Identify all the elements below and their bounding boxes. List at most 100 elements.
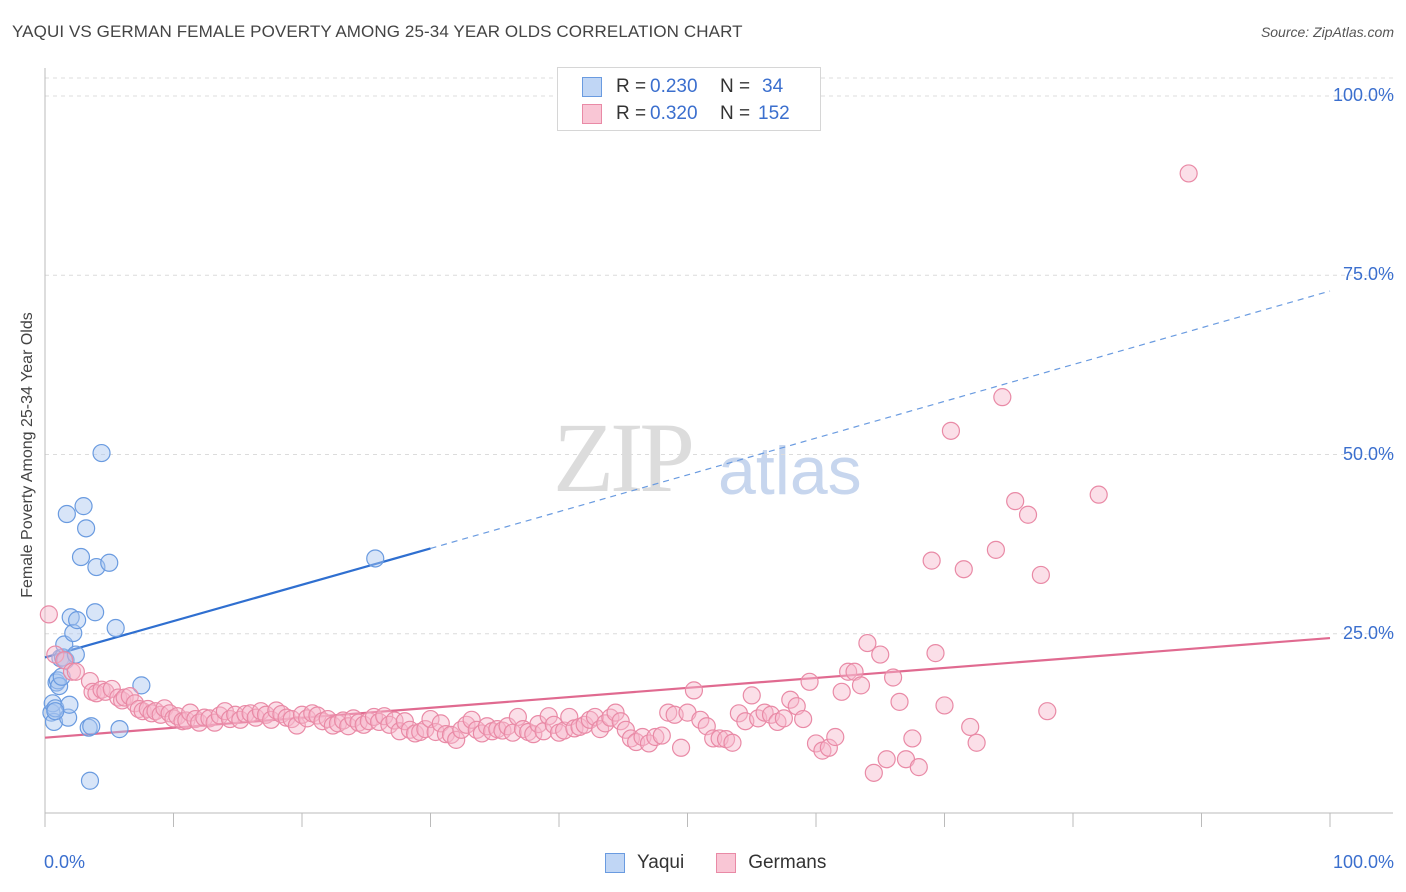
trendline-yaqui <box>44 547 431 659</box>
point-germans <box>883 668 903 687</box>
point-germans <box>1089 485 1108 504</box>
point-germans <box>385 711 404 730</box>
legend-item-yaqui: Yaqui <box>605 852 684 874</box>
point-germans <box>967 733 986 752</box>
point-yaqui <box>77 519 96 538</box>
legend-swatch-yaqui <box>582 77 602 97</box>
legend-swatch-germans <box>716 853 737 873</box>
point-germans <box>800 672 819 691</box>
point-germans <box>1018 505 1038 524</box>
legend-n-value: 34 <box>762 76 784 97</box>
point-germans <box>611 712 630 731</box>
legend-row-yaqui: R = 0.230 N = 34 <box>582 75 783 99</box>
y-tick-label: 25.0% <box>1342 622 1394 643</box>
point-germans <box>935 696 954 715</box>
y-tick-label: 75.0% <box>1342 264 1394 285</box>
point-germans <box>262 710 281 729</box>
point-germans <box>941 421 961 440</box>
point-yaqui <box>106 618 125 638</box>
point-yaqui <box>80 771 100 790</box>
point-germans <box>462 710 481 729</box>
point-germans <box>236 704 255 724</box>
point-germans <box>39 605 58 624</box>
watermark-atlas: atlas <box>718 433 862 509</box>
point-germans <box>851 676 871 695</box>
point-germans <box>621 729 641 748</box>
point-germans <box>954 560 973 579</box>
point-yaqui <box>366 549 385 568</box>
point-germans <box>539 707 558 726</box>
point-germans <box>580 710 599 729</box>
point-yaqui <box>71 547 91 567</box>
y-tick-label: 50.0% <box>1342 443 1394 464</box>
point-germans <box>646 727 665 747</box>
point-germans <box>819 738 838 757</box>
point-germans <box>671 738 691 757</box>
point-germans <box>231 710 250 729</box>
point-germans <box>1031 565 1050 585</box>
point-germans <box>633 727 652 747</box>
trendline-germans <box>44 636 1331 739</box>
point-germans <box>441 725 461 744</box>
x-tick-label-max: 100.0% <box>1332 852 1394 872</box>
series-legend: Yaqui Germans <box>605 852 858 874</box>
point-germans <box>826 727 845 747</box>
point-yaqui <box>110 720 129 739</box>
point-germans <box>447 730 466 749</box>
legend-label-yaqui: Yaqui <box>637 852 685 873</box>
point-germans <box>591 720 610 739</box>
point-germans <box>272 704 291 724</box>
point-germans <box>926 644 945 663</box>
point-germans <box>46 645 65 664</box>
point-germans <box>839 662 858 681</box>
point-germans <box>909 758 928 777</box>
legend-swatch-germans <box>582 104 602 124</box>
point-germans <box>1006 492 1025 511</box>
point-yaqui <box>86 603 105 622</box>
point-germans <box>1179 164 1198 183</box>
point-germans <box>864 763 883 782</box>
point-yaqui <box>68 611 87 630</box>
point-yaqui <box>82 717 101 736</box>
point-germans <box>704 729 723 748</box>
legend-n-value: 152 <box>758 103 790 124</box>
point-yaqui <box>92 443 111 463</box>
legend-label-germans: Germans <box>748 852 827 873</box>
legend-swatch-yaqui <box>605 853 625 873</box>
point-germans <box>922 551 941 570</box>
point-yaqui <box>132 676 151 695</box>
legend-n-label: N = <box>720 103 751 124</box>
point-germans <box>601 708 620 727</box>
point-germans <box>794 709 813 729</box>
stats-legend: R = 0.230 N = 34 R = 0.320 N = 152 <box>557 67 821 131</box>
source-label: Source: ZipAtlas.com <box>1260 24 1394 40</box>
legend-r-label: R = <box>616 76 647 97</box>
point-germans <box>774 709 793 728</box>
point-germans <box>457 715 476 734</box>
point-germans <box>308 706 327 725</box>
point-yaqui <box>100 553 119 572</box>
point-germans <box>993 388 1012 407</box>
trendline-yaqui-extension <box>430 290 1331 550</box>
point-germans <box>226 705 245 724</box>
legend-r-label: R = <box>616 103 647 124</box>
point-germans <box>298 709 317 728</box>
point-germans <box>684 681 704 700</box>
point-germans <box>986 540 1006 559</box>
point-yaqui <box>46 702 65 721</box>
point-germans <box>691 710 710 729</box>
point-germans <box>467 720 486 739</box>
point-germans <box>871 645 890 664</box>
legend-r-value: 0.230 <box>650 76 698 97</box>
point-germans <box>890 692 909 711</box>
point-yaqui <box>57 504 76 524</box>
point-germans <box>524 725 543 744</box>
point-yaqui <box>74 497 93 516</box>
point-germans <box>256 705 276 724</box>
point-germans <box>606 703 625 722</box>
point-germans <box>287 716 306 735</box>
point-germans <box>877 750 896 769</box>
point-germans <box>395 712 414 731</box>
point-germans <box>411 722 430 742</box>
